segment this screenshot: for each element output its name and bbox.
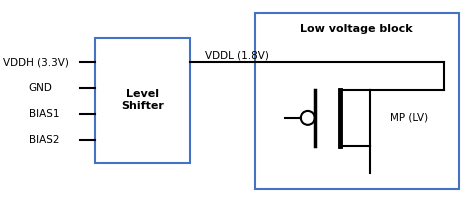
Text: MP (LV): MP (LV) xyxy=(390,113,428,123)
Text: BIAS2: BIAS2 xyxy=(28,135,59,145)
Text: Low voltage block: Low voltage block xyxy=(301,23,413,33)
Text: VDDL (1.8V): VDDL (1.8V) xyxy=(205,50,269,60)
Text: GND: GND xyxy=(28,83,53,93)
Text: BIAS1: BIAS1 xyxy=(28,109,59,119)
Bar xyxy=(95,38,190,163)
Bar xyxy=(255,13,459,189)
Text: Level
Shifter: Level Shifter xyxy=(121,89,164,111)
Text: VDDH (3.3V): VDDH (3.3V) xyxy=(3,57,69,67)
